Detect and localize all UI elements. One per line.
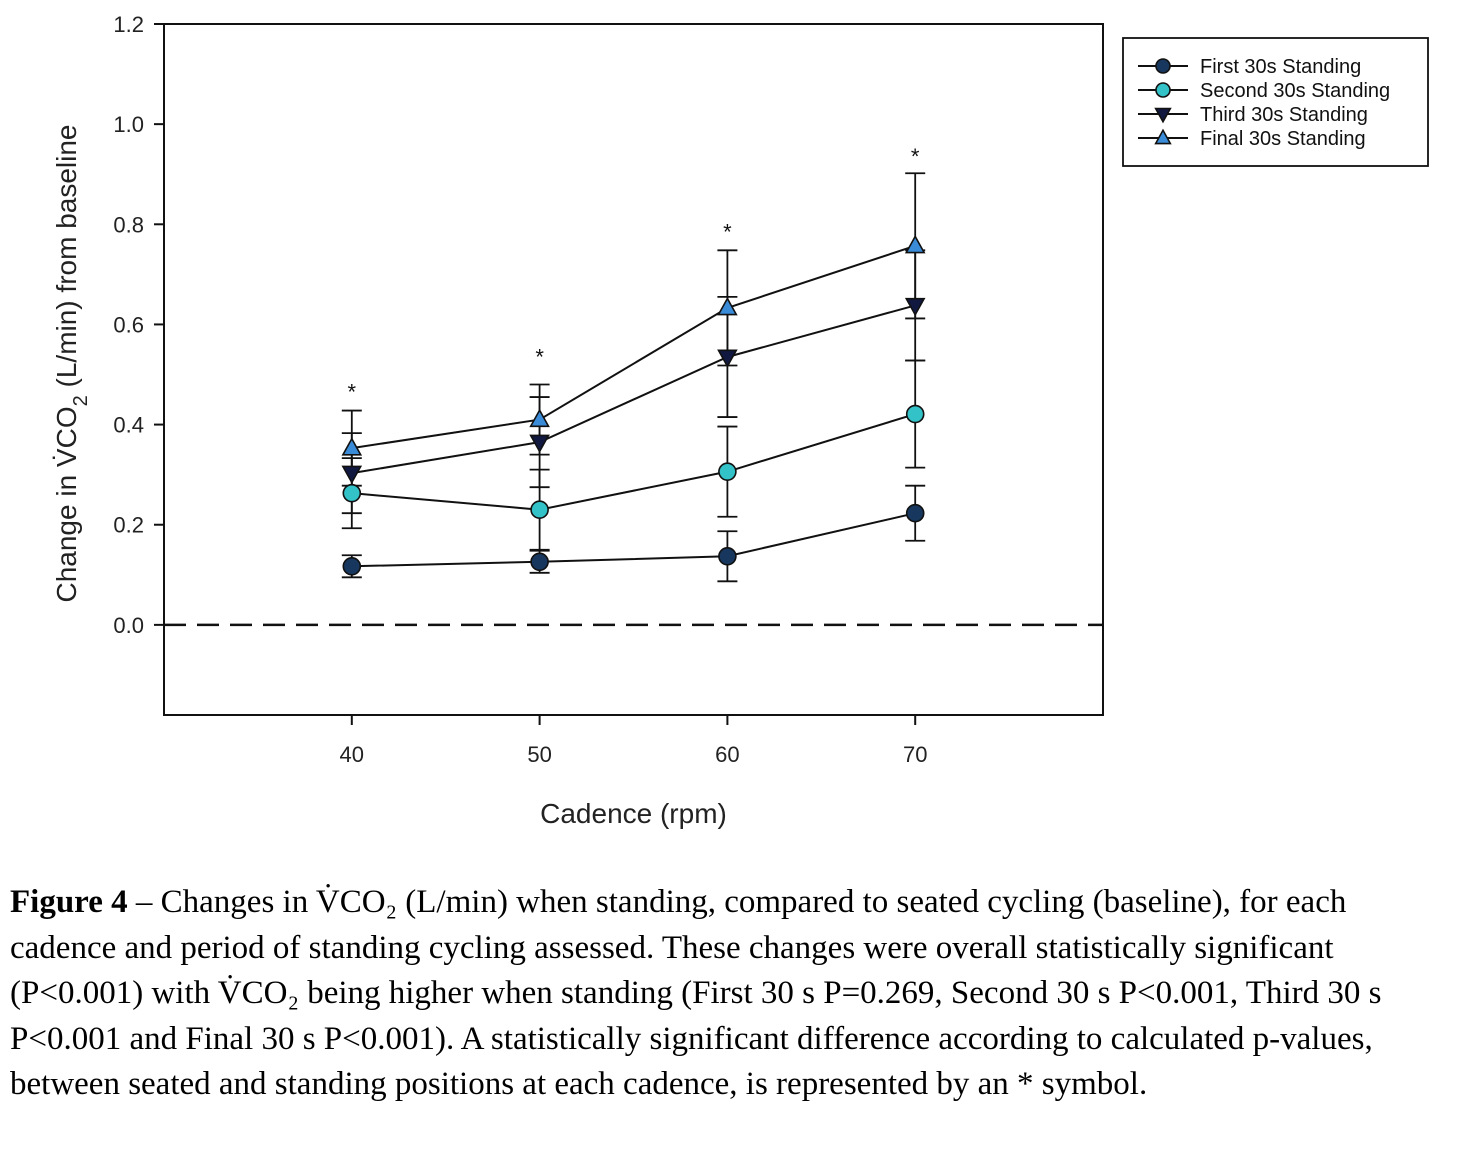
data-point bbox=[717, 349, 738, 369]
significance-marker: * bbox=[911, 144, 920, 169]
significance-marker: * bbox=[723, 219, 732, 244]
data-point bbox=[530, 500, 549, 520]
x-axis-title: Cadence (rpm) bbox=[540, 798, 727, 829]
legend-label: Final 30s Standing bbox=[1200, 128, 1366, 150]
data-point bbox=[342, 483, 362, 503]
caption-lead: Figure 4 bbox=[10, 884, 128, 920]
y-tick-label: 0.6 bbox=[113, 312, 144, 337]
x-tick-label: 50 bbox=[527, 742, 551, 767]
series-line bbox=[351, 244, 916, 450]
data-point bbox=[905, 404, 925, 424]
data-point bbox=[718, 462, 737, 481]
legend-label: First 30s Standing bbox=[1200, 56, 1361, 78]
y-tick-label: 1.0 bbox=[113, 112, 144, 137]
data-point bbox=[342, 556, 362, 576]
legend-marker bbox=[1154, 128, 1172, 145]
legend-marker bbox=[1155, 82, 1171, 98]
legend-box bbox=[1122, 37, 1429, 167]
figure-caption: Figure 4 – Changes in V̇CO₂ (L/min) when… bbox=[10, 880, 1456, 1108]
data-point bbox=[717, 296, 738, 316]
y-tick-label: 0.0 bbox=[113, 613, 144, 638]
data-point bbox=[530, 552, 549, 572]
legend-marker bbox=[1154, 107, 1172, 124]
x-tick-label: 70 bbox=[903, 742, 927, 767]
data-point bbox=[904, 297, 926, 317]
legend-label: Third 30s Standing bbox=[1200, 104, 1368, 126]
y-tick-label: 0.4 bbox=[113, 413, 144, 438]
plot-layer: 0.0 0.2 0.4 0.6 0.8 1.0 1.2 40 50 60 70 Cadence (rp… bbox=[51, 12, 1104, 829]
data-point bbox=[341, 465, 363, 485]
line-chart: 0.0 0.2 0.4 0.6 0.8 1.0 1.2 40 50 60 70 Cadence (rp… bbox=[51, 12, 1429, 829]
data-point bbox=[529, 408, 550, 428]
legend-marker bbox=[1155, 58, 1171, 74]
data-point bbox=[904, 234, 926, 254]
series-line bbox=[351, 512, 916, 568]
y-tick-label: 1.2 bbox=[113, 12, 144, 37]
legend-label: Second 30s Standing bbox=[1200, 80, 1390, 102]
series-line bbox=[351, 413, 916, 511]
y-tick-label: 0.8 bbox=[113, 212, 144, 237]
data-point bbox=[341, 437, 363, 456]
plot-frame bbox=[163, 23, 1104, 716]
y-tick-label: 0.2 bbox=[113, 513, 144, 538]
caption-body: – Changes in V̇CO₂ (L/min) when standing… bbox=[10, 884, 1382, 1103]
significance-marker: * bbox=[535, 344, 544, 369]
x-tick-label: 60 bbox=[715, 742, 739, 767]
data-point bbox=[529, 434, 550, 454]
chart-container: 0.0 0.2 0.4 0.6 0.8 1.0 1.2 40 50 60 70 Cadence (rp… bbox=[51, 12, 1429, 829]
data-point bbox=[905, 503, 925, 523]
series-line bbox=[351, 304, 916, 475]
y-axis-title: Change in V̇CO2 (L/min) from baseline bbox=[51, 125, 92, 603]
data-point bbox=[718, 546, 737, 566]
x-tick-label: 40 bbox=[340, 742, 364, 767]
significance-marker: * bbox=[348, 380, 357, 405]
